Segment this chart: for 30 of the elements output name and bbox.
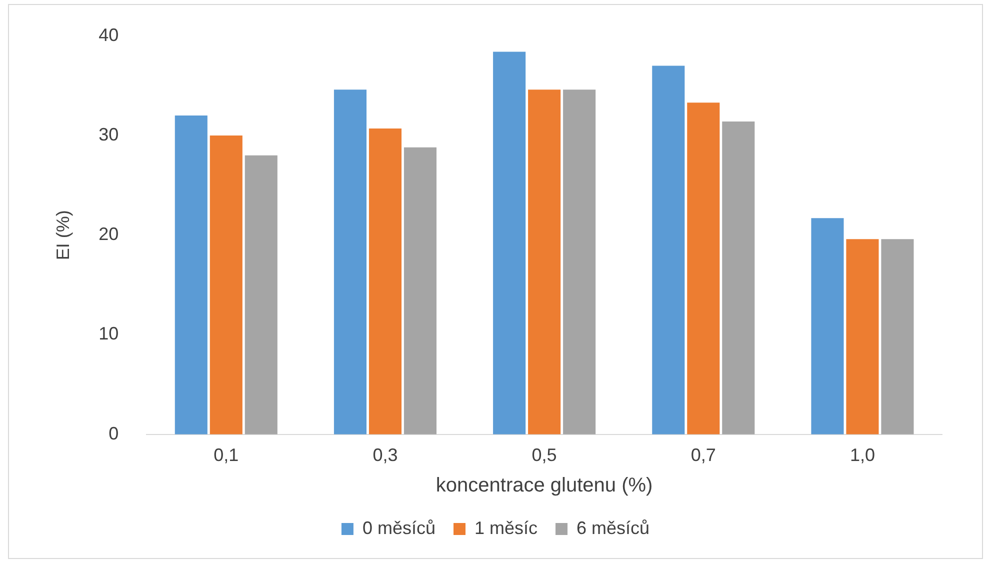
legend-label: 6 měsíců — [576, 518, 650, 538]
bar — [722, 122, 755, 434]
x-tick-label: 0,5 — [532, 445, 557, 466]
y-tick-label: 30 — [98, 124, 119, 144]
legend-label: 1 měsíc — [474, 518, 538, 538]
y-tick-label: 40 — [98, 24, 119, 45]
bar — [244, 155, 278, 434]
x-tick-label: 0,3 — [372, 445, 398, 466]
x-tick-label: 0,1 — [214, 445, 239, 466]
bar — [881, 239, 914, 434]
bar — [404, 147, 437, 434]
bar — [846, 239, 879, 434]
bar — [687, 102, 720, 434]
y-tick-label: 20 — [98, 224, 119, 244]
bar — [334, 90, 367, 434]
bar — [563, 90, 596, 434]
bar — [174, 116, 208, 434]
y-axis-title: EI (%) — [52, 210, 73, 260]
y-tick-label: 10 — [98, 324, 119, 344]
x-tick-label: 1,0 — [850, 445, 875, 466]
bar — [652, 66, 685, 434]
y-tick-label: 0 — [108, 423, 119, 444]
legend-label: 0 měsíců — [362, 518, 436, 538]
bar — [493, 52, 526, 434]
bar — [368, 128, 402, 434]
x-tick-label: 0,7 — [690, 445, 716, 466]
x-axis-title: koncentrace glutenu (%) — [436, 474, 653, 497]
bar — [811, 218, 844, 434]
bar — [528, 90, 561, 434]
bar — [210, 135, 242, 434]
